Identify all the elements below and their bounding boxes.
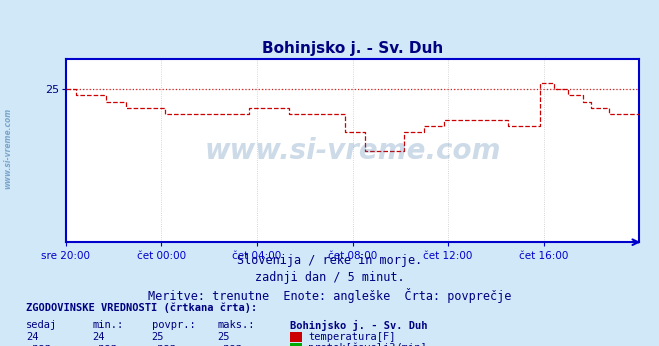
Text: -nan: -nan — [152, 343, 177, 346]
Text: min.:: min.: — [92, 320, 123, 330]
Text: 24: 24 — [26, 332, 39, 342]
Text: -nan: -nan — [217, 343, 243, 346]
Text: Meritve: trenutne  Enote: angleške  Črta: povprečje: Meritve: trenutne Enote: angleške Črta: … — [148, 288, 511, 302]
Text: zadnji dan / 5 minut.: zadnji dan / 5 minut. — [254, 271, 405, 284]
Text: -nan: -nan — [92, 343, 117, 346]
Text: www.si-vreme.com: www.si-vreme.com — [3, 108, 13, 189]
Text: sedaj: sedaj — [26, 320, 57, 330]
Text: temperatura[F]: temperatura[F] — [308, 332, 396, 342]
Text: Slovenija / reke in morje.: Slovenija / reke in morje. — [237, 254, 422, 267]
Text: povpr.:: povpr.: — [152, 320, 195, 330]
Text: www.si-vreme.com: www.si-vreme.com — [204, 137, 501, 164]
Text: maks.:: maks.: — [217, 320, 255, 330]
Text: pretok[čevelj3/min]: pretok[čevelj3/min] — [308, 343, 427, 346]
Text: 25: 25 — [152, 332, 164, 342]
Text: 24: 24 — [92, 332, 105, 342]
Text: ZGODOVINSKE VREDNOSTI (črtkana črta):: ZGODOVINSKE VREDNOSTI (črtkana črta): — [26, 303, 258, 313]
Text: -nan: -nan — [26, 343, 51, 346]
Title: Bohinjsko j. - Sv. Duh: Bohinjsko j. - Sv. Duh — [262, 41, 444, 56]
Text: 25: 25 — [217, 332, 230, 342]
Text: Bohinjsko j. - Sv. Duh: Bohinjsko j. - Sv. Duh — [290, 320, 428, 331]
